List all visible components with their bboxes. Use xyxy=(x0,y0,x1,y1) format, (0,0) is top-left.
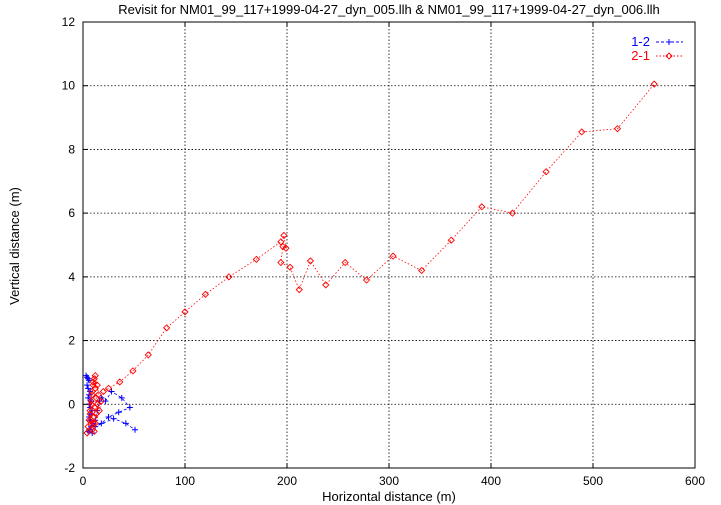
data-point-plus xyxy=(102,398,109,405)
x-tick-label: 400 xyxy=(481,474,501,488)
data-point-diamond xyxy=(280,231,288,240)
data-point-diamond xyxy=(665,52,673,60)
data-point-diamond xyxy=(104,384,113,392)
x-tick-label: 300 xyxy=(379,474,399,488)
x-tick-label: 0 xyxy=(80,474,87,488)
chart-title: Revisit for NM01_99_117+1999-04-27_dyn_0… xyxy=(118,2,660,17)
x-tick-label: 100 xyxy=(175,474,195,488)
data-point-diamond xyxy=(86,410,94,418)
data-point-diamond xyxy=(286,263,294,271)
series-2-1 xyxy=(83,80,658,437)
x-tick-label: 500 xyxy=(583,474,603,488)
data-point-diamond xyxy=(389,252,397,260)
axis-ticks: 0 100 200 300 400 500 600 -2 0 2 4 6 8 10 12 xyxy=(62,15,706,488)
data-point-diamond xyxy=(279,242,287,251)
data-point-diamond xyxy=(88,387,96,396)
data-point-diamond xyxy=(87,400,95,408)
y-tick-label: 10 xyxy=(62,79,76,93)
legend: 1-22-1 xyxy=(631,34,683,63)
y-tick-label: 4 xyxy=(68,270,75,284)
data-point-diamond xyxy=(85,416,93,424)
data-point-diamond xyxy=(93,381,101,389)
data-point-diamond xyxy=(542,168,550,176)
data-point-diamond xyxy=(508,209,517,217)
y-axis-title: Vertical distance (m) xyxy=(7,187,22,305)
data-point-diamond xyxy=(478,203,486,211)
y-tick-label: 8 xyxy=(68,142,75,156)
data-point-diamond xyxy=(295,285,303,294)
x-axis-title: Horizontal distance (m) xyxy=(322,489,456,504)
data-point-diamond xyxy=(447,236,455,244)
data-point-plus xyxy=(86,377,93,384)
data-point-diamond xyxy=(225,273,233,281)
data-point-plus xyxy=(132,426,139,433)
data-point-plus xyxy=(115,409,122,416)
data-point-plus xyxy=(118,394,125,401)
data-point-diamond xyxy=(83,429,91,437)
data-point-diamond xyxy=(84,422,92,431)
data-point-diamond xyxy=(362,276,371,284)
data-point-diamond xyxy=(88,391,96,399)
y-tick-label: 12 xyxy=(62,15,76,29)
data-point-diamond xyxy=(95,407,103,415)
legend-label: 2-1 xyxy=(631,48,650,63)
y-tick-label: 2 xyxy=(68,334,75,348)
data-point-diamond xyxy=(87,416,95,424)
data-point-plus xyxy=(85,385,92,392)
data-point-diamond xyxy=(144,351,152,359)
series-line xyxy=(86,83,655,434)
data-point-diamond xyxy=(99,387,108,396)
data-point-diamond xyxy=(578,128,586,136)
data-point-diamond xyxy=(116,378,124,386)
data-point-diamond xyxy=(91,371,99,380)
data-point-plus xyxy=(110,415,117,422)
data-point-diamond xyxy=(613,125,622,133)
x-tick-label: 200 xyxy=(277,474,297,488)
y-tick-label: 0 xyxy=(68,397,75,411)
data-point-diamond xyxy=(181,308,189,316)
y-tick-label: -2 xyxy=(64,461,75,475)
data-point-diamond xyxy=(306,257,315,265)
data-point-diamond xyxy=(91,419,99,428)
data-point-diamond xyxy=(282,244,290,252)
data-point-diamond xyxy=(93,400,101,408)
data-point-plus xyxy=(122,420,129,427)
data-point-diamond xyxy=(201,290,210,299)
data-point-diamond xyxy=(341,258,349,267)
data-point-plus xyxy=(84,382,91,389)
data-point-diamond xyxy=(89,419,97,428)
legend-label: 1-2 xyxy=(631,34,650,49)
data-point-diamond xyxy=(163,324,171,332)
data-point-diamond xyxy=(129,367,137,375)
data-point-diamond xyxy=(97,397,105,405)
data-point-diamond xyxy=(322,281,330,289)
data-point-diamond xyxy=(86,407,94,415)
data-point-diamond xyxy=(94,391,102,399)
x-tick-label: 600 xyxy=(685,474,705,488)
data-point-diamond xyxy=(89,378,97,386)
y-tick-label: 6 xyxy=(68,206,75,220)
data-point-diamond xyxy=(277,258,285,267)
data-point-diamond xyxy=(91,403,99,412)
data-point-plus xyxy=(98,420,105,427)
data-point-plus xyxy=(108,388,115,395)
data-point-diamond xyxy=(418,266,426,275)
data-point-diamond xyxy=(252,255,261,263)
data-point-diamond xyxy=(92,394,100,402)
data-point-diamond xyxy=(87,397,95,405)
series-layer xyxy=(83,80,658,437)
gridlines xyxy=(83,22,695,468)
data-point-diamond xyxy=(277,238,285,246)
data-point-plus xyxy=(85,394,92,401)
data-point-diamond xyxy=(650,80,658,88)
data-point-diamond xyxy=(90,427,98,436)
data-point-plus xyxy=(666,39,672,45)
data-point-plus xyxy=(105,414,112,421)
data-point-plus xyxy=(126,404,133,411)
